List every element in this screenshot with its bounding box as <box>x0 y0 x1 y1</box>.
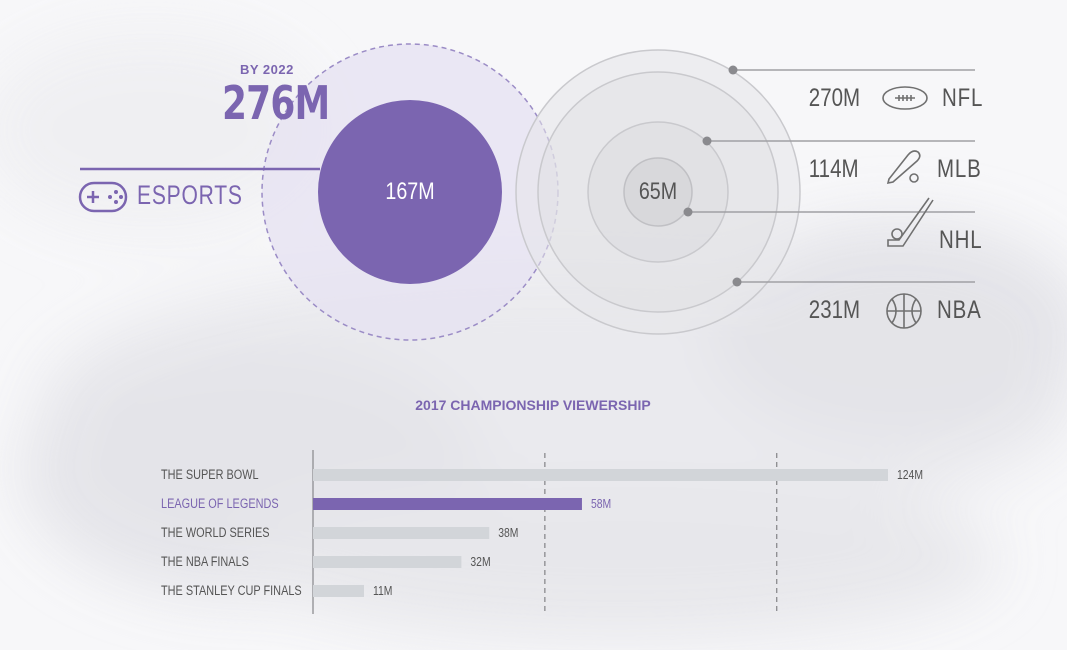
nba-value: 231M <box>808 296 861 324</box>
value-label: 124M <box>897 468 923 482</box>
value-label: 38M <box>498 526 518 540</box>
esports-value: 167M <box>385 178 435 205</box>
mlb-label: MLB <box>937 155 982 183</box>
football-icon <box>882 86 928 110</box>
mlb-dot <box>702 136 712 146</box>
nhl-circle <box>623 157 693 227</box>
nfl-label: NFL <box>942 84 984 112</box>
value-label: 32M <box>470 555 490 569</box>
category-label: THE NBA FINALS <box>161 554 249 570</box>
gamepad-icon <box>78 181 128 213</box>
hockey-stick-icon <box>887 197 934 247</box>
bar-1 <box>313 498 582 510</box>
nba-label: NBA <box>937 296 982 324</box>
center-value: 65M <box>638 178 678 205</box>
chart-title: 2017 CHAMPIONSHIP VIEWERSHIP <box>415 397 650 413</box>
value-label: 11M <box>373 584 392 598</box>
category-label: LEAGUE OF LEGENDS <box>161 496 279 512</box>
nba-dot <box>732 277 742 287</box>
bar-3 <box>313 556 462 568</box>
basketball-icon <box>886 293 922 329</box>
bar-2 <box>313 527 490 539</box>
projection-year-label: BY 2022 <box>240 62 294 77</box>
viewership-bar-chart: 2017 CHAMPIONSHIP VIEWERSHIP THE SUPER BO… <box>161 397 923 614</box>
mlb-value: 114M <box>808 155 859 183</box>
category-label: THE STANLEY CUP FINALS <box>161 583 302 599</box>
projection-value: 276M <box>222 76 330 130</box>
nfl-value: 270M <box>808 84 861 112</box>
esports-label: ESPORTS <box>137 180 243 210</box>
bar-4 <box>313 585 365 597</box>
nhl-label: NHL <box>939 226 983 254</box>
audience-comparison-graphic <box>78 43 975 341</box>
bar-0 <box>313 469 888 481</box>
esports-circle <box>318 100 502 284</box>
category-label: THE SUPER BOWL <box>161 467 259 483</box>
nhl-dot <box>683 207 693 217</box>
value-label: 58M <box>591 497 611 511</box>
baseball-bat-icon <box>886 150 921 185</box>
category-label: THE WORLD SERIES <box>161 525 270 541</box>
nfl-dot <box>728 65 738 75</box>
